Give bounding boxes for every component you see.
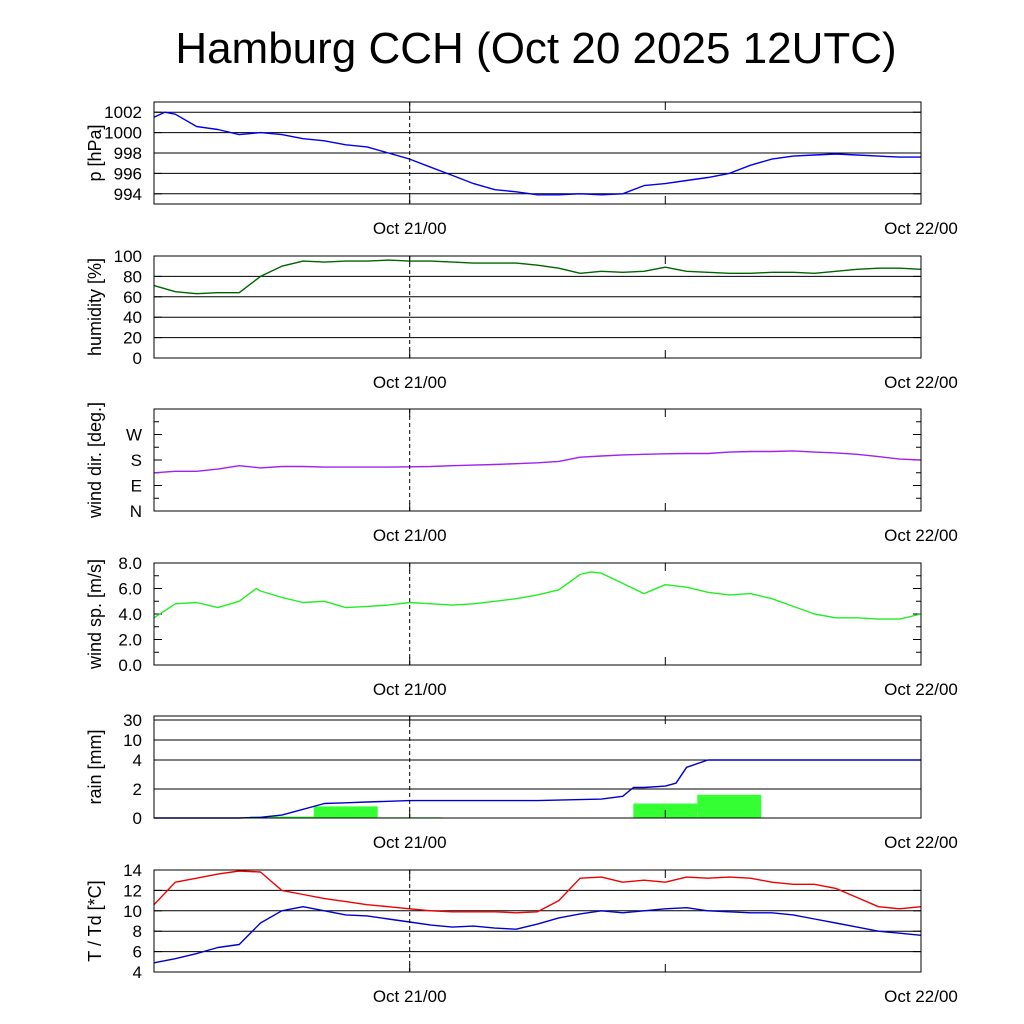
- x-tick-label: Oct 21/00: [373, 987, 447, 1006]
- y-tick-label: W: [126, 426, 142, 445]
- y-axis-label: wind dir. [deg.]: [85, 402, 105, 519]
- temperature-line: [153, 870, 922, 914]
- y-tick-label: E: [131, 477, 142, 496]
- y-tick-label: 0: [133, 349, 142, 368]
- y-tick-label: 998: [114, 144, 142, 163]
- y-axis-label: rain [mm]: [85, 729, 105, 804]
- y-tick-label: 0: [133, 809, 142, 828]
- y-tick-label: 10: [123, 902, 142, 921]
- y-tick-label: 40: [123, 308, 142, 327]
- humidity-line: [153, 259, 922, 295]
- x-tick-label: Oct 22/00: [884, 526, 958, 545]
- x-tick-label: Oct 22/00: [884, 680, 958, 699]
- y-tick-label: 2: [133, 780, 142, 799]
- wind_dir-line: [153, 450, 922, 474]
- y-axis-label: humidity [%]: [85, 258, 105, 356]
- y-tick-label: 8: [133, 922, 142, 941]
- pressure-line: [153, 111, 921, 196]
- y-tick-label: 1002: [104, 103, 142, 122]
- plot-frame: [153, 101, 922, 205]
- x-tick-label: Oct 21/00: [373, 373, 447, 392]
- y-tick-label: S: [131, 451, 142, 470]
- plot-frame: [153, 715, 922, 819]
- y-tick-label: 80: [123, 267, 142, 286]
- y-tick-label: 60: [123, 288, 142, 307]
- wind_speed-line: [153, 571, 922, 620]
- rain-bar: [697, 794, 762, 818]
- chart-title: Hamburg CCH (Oct 20 2025 12UTC): [175, 24, 897, 73]
- x-tick-label: Oct 21/00: [373, 219, 447, 238]
- y-tick-label: N: [130, 502, 142, 521]
- plot-frame: [153, 408, 922, 512]
- rain-bar: [249, 816, 314, 818]
- plot-frame: [153, 255, 922, 359]
- x-tick-label: Oct 21/00: [373, 833, 447, 852]
- y-tick-label: 12: [123, 881, 142, 900]
- y-tick-label: 100: [114, 247, 142, 266]
- rain_accum-line: [154, 759, 921, 819]
- y-tick-label: 14: [123, 861, 142, 880]
- dewpoint-line: [153, 906, 922, 964]
- y-tick-label: 994: [114, 185, 142, 204]
- y-tick-label: 4.0: [118, 605, 142, 624]
- y-tick-label: 6: [133, 943, 142, 962]
- y-tick-label: 20: [123, 329, 142, 348]
- y-tick-label: 8.0: [118, 554, 142, 573]
- x-tick-label: Oct 22/00: [884, 833, 958, 852]
- y-axis-label: p [hPa]: [85, 124, 105, 181]
- y-tick-label: 1000: [104, 124, 142, 143]
- x-tick-label: Oct 21/00: [373, 680, 447, 699]
- y-tick-label: 2.0: [118, 631, 142, 650]
- rain-bar: [313, 806, 378, 818]
- x-tick-label: Oct 21/00: [373, 526, 447, 545]
- x-tick-label: Oct 22/00: [884, 373, 958, 392]
- y-tick-label: 30: [123, 711, 142, 730]
- plot-frame: [153, 562, 922, 666]
- y-tick-label: 6.0: [118, 580, 142, 599]
- y-tick-label: 10: [123, 731, 142, 750]
- x-tick-label: Oct 22/00: [884, 987, 958, 1006]
- y-tick-label: 4: [133, 751, 142, 770]
- y-tick-label: 996: [114, 164, 142, 183]
- y-tick-label: 0.0: [118, 656, 142, 675]
- y-axis-label: T / Td [*C]: [85, 880, 105, 961]
- plot-frame: [153, 869, 922, 973]
- y-tick-label: 4: [133, 963, 142, 982]
- x-tick-label: Oct 22/00: [884, 219, 958, 238]
- y-axis-label: wind sp. [m/s]: [85, 559, 105, 670]
